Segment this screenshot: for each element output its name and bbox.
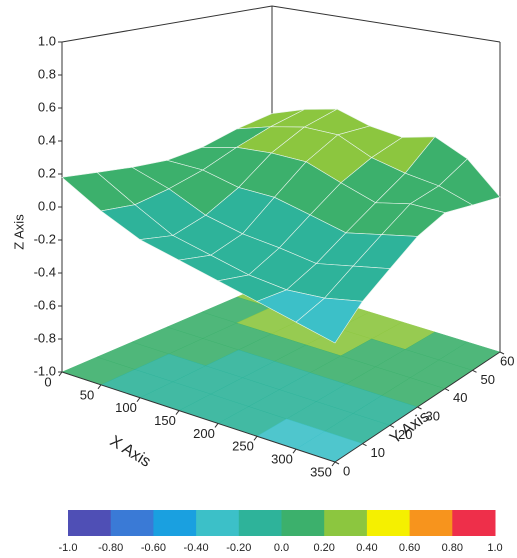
x-tick-label: 300 bbox=[271, 452, 293, 467]
z-tick-label: 0.4 bbox=[38, 132, 56, 147]
y-tick-label: 0 bbox=[343, 463, 350, 478]
box-edge bbox=[271, 5, 501, 43]
y-tick-label: 10 bbox=[371, 445, 385, 460]
z-tick-label: -0.2 bbox=[34, 231, 56, 246]
x-tick bbox=[175, 410, 180, 415]
z-tick-label: 0.6 bbox=[38, 99, 56, 114]
z-tick-label: -0.4 bbox=[34, 264, 56, 279]
colorbar-swatch bbox=[238, 510, 282, 536]
y-tick bbox=[389, 424, 395, 428]
z-tick-label: -0.8 bbox=[34, 330, 56, 345]
y-tick-label: 40 bbox=[453, 390, 467, 405]
z-tick-label: 0.2 bbox=[38, 165, 56, 180]
x-tick bbox=[292, 448, 297, 454]
colorbar-tick-label: 1.0 bbox=[487, 542, 502, 554]
colorbar-tick-label: 0.80 bbox=[442, 542, 463, 554]
z-tick-label: -0.6 bbox=[34, 297, 56, 312]
x-tick-label: 150 bbox=[154, 413, 176, 428]
colorbar-swatch bbox=[366, 510, 411, 536]
y-tick bbox=[472, 369, 477, 373]
z-tick-label: 0.8 bbox=[38, 66, 56, 81]
colorbar-tick-label: -1.0 bbox=[59, 542, 78, 554]
colorbar-swatch bbox=[153, 510, 197, 536]
colorbar-swatch bbox=[324, 510, 368, 536]
x-tick-label: 100 bbox=[115, 400, 137, 415]
x-axis-title: X Axis bbox=[107, 433, 154, 471]
colorbar-swatch bbox=[68, 510, 112, 536]
y-tick bbox=[334, 461, 340, 465]
x-tick-label: 0 bbox=[44, 374, 51, 389]
colorbar-tick-label: 0.20 bbox=[313, 542, 334, 554]
colorbar-tick-label: -0.60 bbox=[141, 542, 166, 554]
box-edge bbox=[61, 5, 273, 43]
y-tick bbox=[417, 406, 422, 410]
x-tick bbox=[331, 461, 336, 467]
x-axis-line bbox=[61, 371, 336, 463]
y-tick bbox=[362, 443, 367, 447]
surface-patch bbox=[295, 297, 364, 344]
colorbar-swatch bbox=[452, 510, 496, 536]
y-tick bbox=[444, 388, 450, 392]
x-tick bbox=[214, 423, 219, 428]
x-tick-label: 350 bbox=[310, 464, 332, 479]
colorbar-tick-label: 0.40 bbox=[356, 542, 377, 554]
x-tick bbox=[97, 384, 102, 390]
x-tick-label: 200 bbox=[193, 426, 215, 441]
y-tick-label: 30 bbox=[426, 408, 440, 423]
y-tick-label: 60 bbox=[500, 353, 514, 368]
colorbar-tick-label: 0.60 bbox=[399, 542, 420, 554]
colorbar-swatch bbox=[196, 510, 240, 536]
x-tick-label: 50 bbox=[80, 387, 94, 402]
colorbar-tick-label: -0.80 bbox=[98, 542, 123, 554]
x-tick bbox=[253, 435, 258, 441]
colorbar-tick-label: -0.20 bbox=[226, 542, 251, 554]
colorbar-swatch bbox=[281, 510, 325, 536]
x-tick bbox=[58, 371, 63, 377]
x-tick bbox=[136, 397, 141, 403]
z-tick-label: 0.0 bbox=[38, 198, 56, 213]
y-tick-label: 50 bbox=[481, 372, 495, 387]
y-tick-label: 20 bbox=[398, 427, 412, 442]
z-tick-label: -1.0 bbox=[34, 363, 56, 378]
z-tick-label: 1.0 bbox=[38, 33, 56, 48]
colorbar-swatch bbox=[409, 510, 453, 536]
colorbar-swatch bbox=[110, 510, 154, 536]
x-tick-label: 250 bbox=[232, 439, 254, 454]
colorbar-tick-label: -0.40 bbox=[184, 542, 209, 554]
z-axis-title: Z Axis bbox=[11, 214, 26, 250]
colorbar-tick-label: 0.0 bbox=[274, 542, 289, 554]
y-tick bbox=[499, 351, 505, 355]
